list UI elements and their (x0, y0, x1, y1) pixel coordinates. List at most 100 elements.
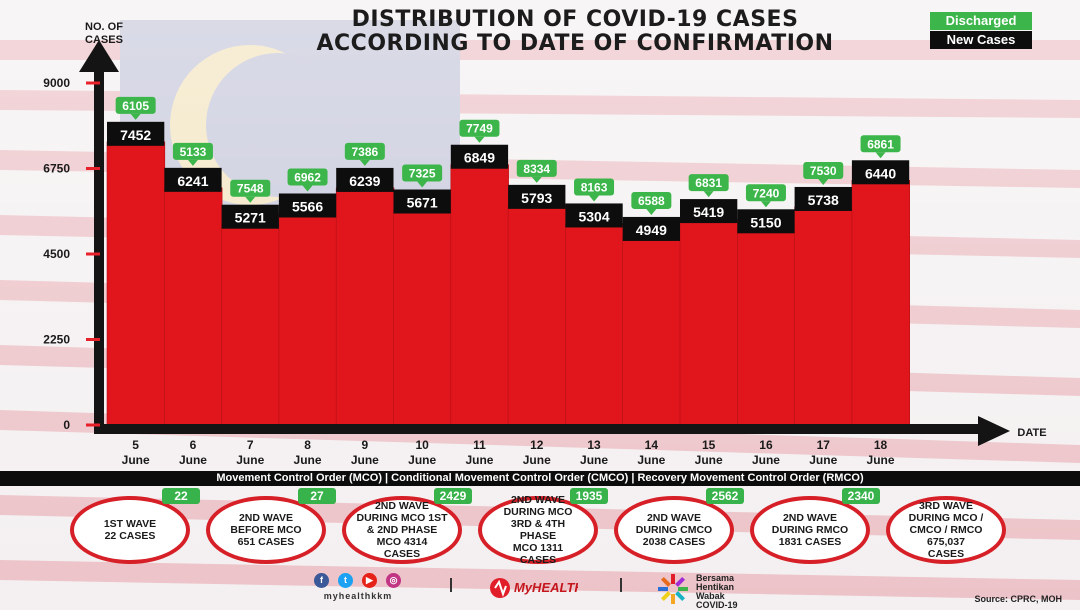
wave-card: 2ND WAVE BEFORE MCO 651 CASES 27 (206, 488, 336, 566)
discharged-label-box (860, 135, 901, 153)
legend-discharged: Discharged (930, 12, 1032, 30)
x-tick-label: 17 (817, 438, 831, 452)
new-cases-label-box (450, 144, 509, 169)
new-cases-data-label: 5671 (407, 195, 438, 211)
x-tick-label: 8 (304, 438, 311, 452)
discharged-data-label: 7548 (237, 182, 264, 196)
bar-new-cases (393, 209, 452, 426)
x-tick-label: 13 (587, 438, 601, 452)
wave-badge: 1935 (570, 488, 608, 504)
new-cases-label-box (508, 184, 566, 209)
y-axis-arrow (79, 40, 119, 72)
discharged-label-pointer (359, 159, 370, 166)
discharged-label-pointer (875, 152, 886, 159)
x-tick-label: June (695, 453, 723, 467)
myhealth-logo-mark: MyHEALTH (490, 578, 584, 598)
wave-card: 3RD WAVE DURING MCO / CMCO / RMCO 675,03… (886, 496, 1006, 566)
discharged-data-label: 6962 (294, 170, 321, 184)
myhealth-logo: MyHEALTH (488, 572, 584, 602)
chart-title-line-1: DISTRIBUTION OF COVID-19 CASES (351, 7, 799, 32)
bar-new-cases (335, 187, 395, 426)
new-cases-label-box (107, 121, 165, 146)
x-tick-label: June (867, 453, 895, 467)
bar-new-cases (794, 206, 853, 426)
wave-circle: 1ST WAVE 22 CASES (70, 496, 190, 564)
bersama-text: Bersama Hentikan Wabak COVID-19 (696, 573, 738, 610)
x-tick-label: June (294, 453, 322, 467)
discharged-data-label: 8334 (523, 162, 550, 176)
discharged-label-pointer (589, 195, 600, 202)
wave-badge: 2340 (842, 488, 880, 504)
wave-badge: 27 (298, 488, 336, 504)
wave-label: 2ND WAVE BEFORE MCO 651 CASES (230, 512, 302, 548)
bar-new-cases (450, 164, 509, 426)
footer: f t ▶ ◎ myhealthkkm MyHEALTH Bersama (0, 570, 1080, 610)
mco-band: Movement Control Order (MCO) | Condition… (0, 471, 1080, 486)
x-tick-label: June (122, 453, 150, 467)
wave-label: 3RD WAVE DURING MCO / CMCO / RMCO 675,03… (908, 500, 984, 560)
x-tick-label: June (236, 453, 264, 467)
discharged-label-box (230, 179, 271, 197)
discharged-label-pointer (302, 185, 313, 192)
discharged-label-pointer (531, 176, 542, 183)
legend-new-cases: New Cases (930, 31, 1032, 49)
x-tick-label: June (580, 453, 608, 467)
bar-new-cases (851, 179, 911, 426)
wave-label: 1ST WAVE 22 CASES (103, 518, 157, 542)
wave-circle: 2ND WAVE BEFORE MCO 651 CASES (206, 496, 326, 564)
wave-circle: 2ND WAVE DURING RMCO 1831 CASES (750, 496, 870, 564)
new-cases-label-box (278, 193, 337, 218)
youtube-icon[interactable]: ▶ (362, 573, 377, 588)
x-tick-label: June (408, 453, 436, 467)
discharged-data-label: 7749 (466, 122, 493, 136)
social-handle: myhealthkkm (323, 591, 393, 601)
y-tick-label: 9000 (43, 76, 70, 90)
wave-card: 2ND WAVE DURING RMCO 1831 CASES 2340 (750, 488, 880, 566)
x-tick-label: 11 (473, 438, 486, 452)
x-tick-label: June (465, 453, 493, 467)
wave-label: 2ND WAVE DURING RMCO 1831 CASES (771, 512, 849, 548)
discharged-label-box (172, 142, 213, 160)
discharged-data-label: 7325 (409, 167, 436, 181)
y-tick-label: 0 (63, 418, 70, 432)
y-tick-marker (86, 423, 100, 427)
footer-divider (450, 578, 452, 592)
new-cases-label-box (794, 186, 852, 211)
facebook-icon[interactable]: f (314, 573, 329, 588)
discharged-label-box (344, 142, 385, 160)
new-cases-data-label: 5793 (521, 190, 552, 206)
x-tick-label: 7 (247, 438, 254, 452)
new-cases-data-label: 5304 (578, 208, 609, 224)
x-tick-label: 14 (645, 438, 659, 452)
instagram-icon[interactable]: ◎ (386, 573, 401, 588)
discharged-label-box (287, 168, 328, 186)
y-tick-label: 2250 (43, 333, 70, 347)
discharged-label-box (631, 191, 672, 209)
discharged-label-box (115, 96, 156, 114)
y-axis-title: CASES (85, 34, 123, 46)
myhealth-logo-text: MyHEALTH (514, 580, 578, 595)
wave-badge: 2562 (706, 488, 744, 504)
discharged-label-box (803, 161, 844, 179)
new-cases-data-label: 6239 (349, 173, 380, 189)
new-cases-label-box (737, 209, 795, 234)
wave-card: 2ND WAVE DURING MCO 3RD & 4TH PHASE MCO … (478, 488, 608, 566)
wave-summary: 1ST WAVE 22 CASES 22 2ND WAVE BEFORE MCO… (60, 486, 1020, 572)
new-cases-data-label: 6440 (865, 165, 896, 181)
twitter-icon[interactable]: t (338, 573, 353, 588)
x-axis-arrow (978, 416, 1010, 446)
new-cases-data-label: 5271 (235, 210, 266, 226)
x-tick-label: 6 (190, 438, 197, 452)
discharged-label-box (745, 184, 786, 202)
x-tick-label: 5 (132, 438, 139, 452)
discharged-label-pointer (818, 178, 829, 185)
x-tick-label: June (637, 453, 665, 467)
discharged-label-box (459, 119, 500, 137)
wave-card: 2ND WAVE DURING CMCO 2038 CASES 2562 (614, 488, 744, 566)
y-tick-marker (86, 167, 100, 170)
x-tick-label: 9 (362, 438, 369, 452)
bar-new-cases (736, 229, 796, 426)
discharged-label-box (402, 164, 443, 182)
discharged-label-pointer (245, 196, 256, 203)
